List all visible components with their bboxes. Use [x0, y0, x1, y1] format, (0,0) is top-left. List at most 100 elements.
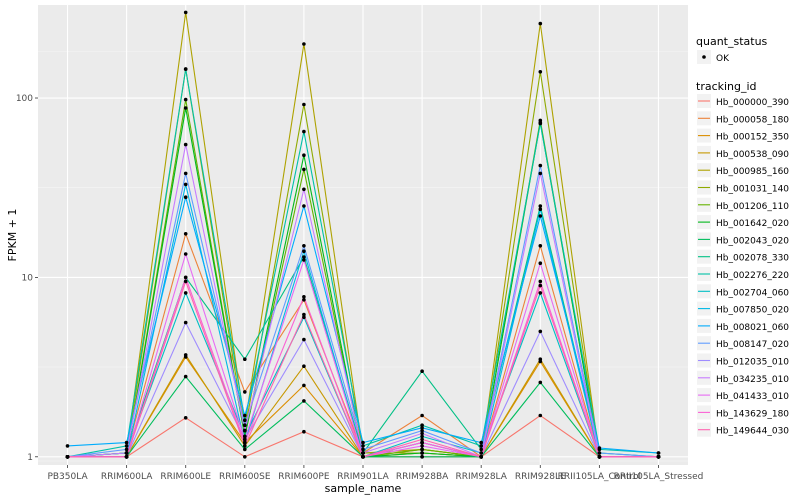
legend-point-key [702, 55, 706, 59]
data-point [243, 444, 247, 448]
data-point [302, 129, 306, 134]
data-point [243, 434, 247, 439]
legend-series-label: Hb_002078_330 [716, 254, 789, 264]
data-point [124, 447, 129, 452]
data-point [302, 187, 306, 192]
legend-series-label: Hb_000538_090 [716, 150, 789, 160]
data-point [302, 167, 306, 172]
legend-series-label: Hb_143629_180 [716, 409, 789, 419]
data-point [420, 428, 424, 433]
legend-series-label: Hb_002043_020 [716, 236, 789, 246]
data-point [538, 207, 543, 211]
data-point [183, 67, 188, 71]
data-point [420, 413, 424, 418]
legend-series-label: Hb_002276_220 [716, 271, 789, 281]
data-point [538, 21, 543, 26]
data-point [302, 364, 306, 369]
data-point [124, 440, 129, 445]
data-point [124, 451, 129, 455]
data-point [656, 455, 661, 459]
data-point [243, 423, 247, 428]
data-point [420, 447, 424, 452]
data-point [183, 171, 188, 176]
data-point [183, 232, 188, 236]
data-point [420, 440, 424, 445]
data-point [302, 102, 306, 107]
legend-series-label: Hb_001031_140 [716, 185, 789, 195]
legend-series-label: Hb_008021_060 [716, 323, 789, 333]
data-point [479, 447, 484, 452]
legend-quant-title: quant_status [696, 35, 768, 48]
data-point [183, 182, 188, 187]
y-tick-label: 1 [27, 453, 33, 463]
data-point [302, 258, 306, 262]
x-tick-label: RRIM928BA [396, 472, 449, 482]
legend-series-label: Hb_000058_180 [716, 115, 789, 125]
legend-series-label: Hb_149644_030 [716, 427, 789, 437]
points-layer [65, 10, 661, 459]
data-point [597, 446, 602, 450]
data-point [361, 444, 365, 448]
data-point [656, 451, 661, 455]
data-point [183, 374, 188, 379]
data-point [124, 444, 129, 448]
data-point [183, 252, 188, 256]
data-point [538, 413, 543, 418]
data-point [479, 455, 484, 459]
data-point [243, 390, 247, 394]
x-tick-label: PB350LA [47, 472, 88, 482]
data-point [183, 10, 188, 15]
data-point [538, 261, 543, 266]
x-tick-label: RRIM600LE [160, 472, 211, 482]
data-point [243, 440, 247, 445]
data-point [538, 70, 543, 74]
data-point [183, 142, 188, 147]
data-point [420, 444, 424, 448]
data-point [538, 380, 543, 385]
legend-tracking-title: tracking_id [696, 80, 757, 93]
data-point [302, 244, 306, 248]
data-point [243, 413, 247, 418]
x-tick-label: RRIM600PE [278, 472, 330, 482]
data-point [420, 431, 424, 436]
legend-series-label: Hb_000985_160 [716, 167, 789, 177]
x-tick-label: RRII105LA_Control [558, 472, 641, 482]
data-point [420, 369, 424, 374]
axes-layer: 1 10 100 PB350LA RRIM600LA RRIM600LE RRIM600SE… [16, 94, 704, 482]
data-point [243, 447, 247, 452]
data-point [183, 291, 188, 295]
data-point [420, 423, 424, 428]
x-tick-label: RRIM600LA [101, 472, 153, 482]
data-point [183, 97, 188, 102]
data-point [183, 195, 188, 199]
data-point [597, 455, 602, 459]
data-point [538, 121, 543, 126]
data-point [302, 429, 306, 434]
data-point [302, 399, 306, 403]
data-point [361, 455, 365, 459]
y-axis-title: FPKM + 1 [6, 209, 19, 262]
data-point [183, 279, 188, 284]
data-point [302, 383, 306, 388]
data-point [302, 204, 306, 208]
data-point [597, 451, 602, 455]
data-point [538, 291, 543, 295]
x-tick-label: RRII105LA_Stressed [614, 472, 704, 482]
data-point [538, 329, 543, 334]
data-point [302, 153, 306, 157]
data-point [243, 357, 247, 362]
data-point [361, 440, 365, 445]
data-point [302, 315, 306, 320]
legend-series-label: Hb_008147_020 [716, 340, 789, 350]
legend-series-label: Hb_041433_010 [716, 392, 789, 402]
data-point [361, 447, 365, 452]
data-point [538, 283, 543, 288]
data-point [420, 455, 424, 459]
data-point [538, 214, 543, 218]
x-axis-title: sample_name [325, 482, 402, 495]
data-point [420, 426, 424, 430]
data-point [124, 455, 129, 459]
data-point [420, 434, 424, 439]
data-point [302, 249, 306, 253]
legend-series-label: Hb_001206_110 [716, 202, 789, 212]
